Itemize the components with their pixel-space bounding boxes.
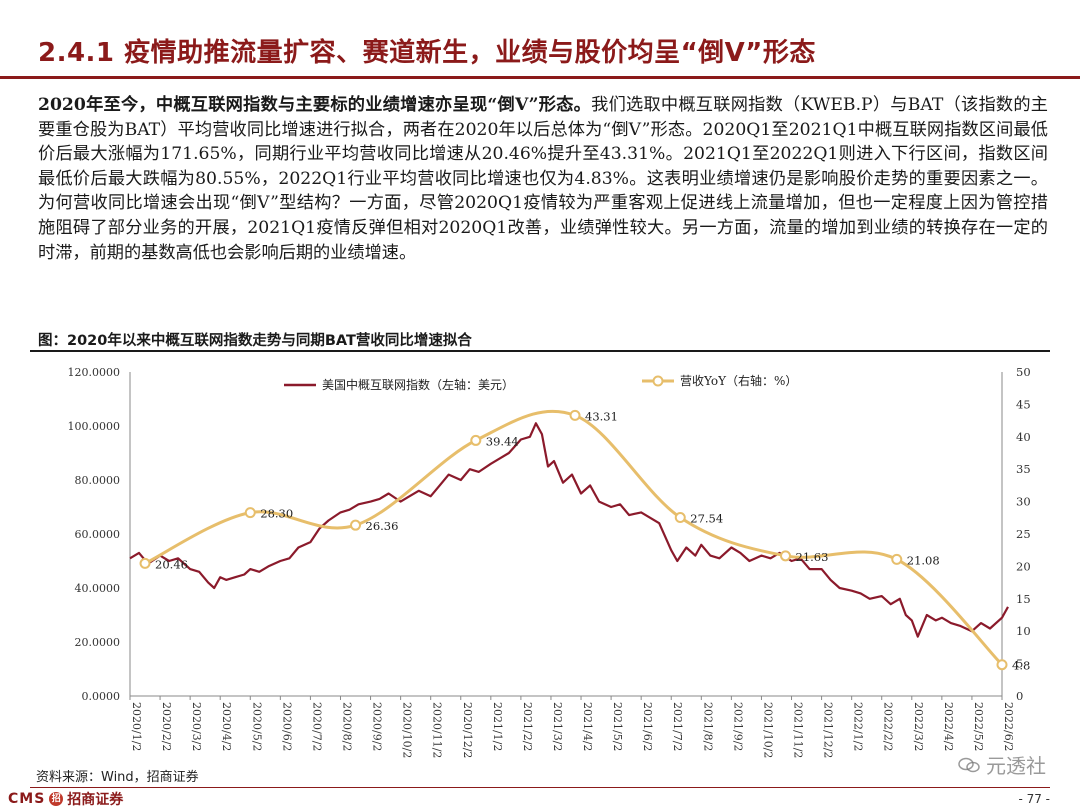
legend-label-kweb: 美国中概互联网指数（左轴：美元） <box>322 377 514 392</box>
revenue-yoy-point <box>569 409 581 421</box>
right-y-tick-label: 35 <box>1016 462 1030 476</box>
x-tick-label: 2022/1/2 <box>852 702 865 751</box>
x-tick-label: 2021/8/2 <box>701 702 714 751</box>
revenue-yoy-point <box>674 512 686 524</box>
revenue-yoy-data-label: 43.31 <box>585 409 618 423</box>
logo-cn-text: 招商证券 <box>67 792 124 808</box>
left-y-tick-label: 80.0000 <box>75 474 121 487</box>
x-tick-label: 2020/8/2 <box>340 702 353 751</box>
right-y-tick-label: 0 <box>1016 689 1023 703</box>
x-tick-label: 2020/9/2 <box>371 702 384 751</box>
right-y-tick-label: 10 <box>1016 624 1030 638</box>
kweb-vs-bat-revenue-chart: 0.0000 20.0000 40.0000 60.0000 80.0000 100.00… <box>68 365 1031 758</box>
x-tick-label: 2021/2/2 <box>521 702 534 751</box>
x-tick-label: 2022/3/2 <box>912 702 925 751</box>
kweb-index-line <box>129 422 1009 638</box>
x-tick-label: 2020/3/2 <box>190 702 203 751</box>
left-y-tick-label: 40.0000 <box>75 582 121 595</box>
x-tick-label: 2021/4/2 <box>581 702 594 751</box>
watermark: 元透社 <box>958 750 1046 779</box>
paragraph-lead: 2020年至今，中概互联网指数与主要标的业绩增速亦呈现“倒V”形态。 <box>38 95 592 115</box>
revenue-yoy-data-label: 27.54 <box>690 512 723 526</box>
revenue-yoy-data-label: 26.36 <box>366 519 399 533</box>
figure-title-divider <box>30 350 1050 352</box>
revenue-yoy-point <box>780 550 792 562</box>
revenue-yoy-data-label: 21.08 <box>907 553 940 567</box>
x-tick-label: 2020/12/2 <box>461 702 474 758</box>
right-y-tick-label: 30 <box>1016 495 1030 509</box>
figure-title: 图：2020年以来中概互联网指数走势与同期BAT营收同比增速拟合 <box>38 333 472 349</box>
right-y-tick-label: 15 <box>1016 592 1030 606</box>
x-tick-label: 2022/6/2 <box>1002 702 1015 751</box>
left-y-tick-label: 60.0000 <box>75 528 121 541</box>
legend-marker-yoy <box>652 375 664 387</box>
x-tick-label: 2021/6/2 <box>641 702 654 751</box>
x-tick-label: 2021/5/2 <box>611 702 624 751</box>
legend-label-yoy: 营收YoY（右轴：%） <box>680 373 797 388</box>
revenue-yoy-data-label: 39.44 <box>486 434 519 448</box>
x-tick-label: 2021/10/2 <box>761 702 774 758</box>
x-tick-label: 2021/7/2 <box>671 702 684 751</box>
x-tick-label: 2020/1/2 <box>130 702 143 751</box>
x-tick-label: 2022/4/2 <box>942 702 955 751</box>
revenue-yoy-point <box>139 557 151 569</box>
paragraph-body: 我们选取中概互联网指数（KWEB.P）与BAT（该指数的主要重仓股为BAT）平均… <box>38 95 1048 263</box>
heading-divider <box>0 76 1080 79</box>
right-y-tick-label: 40 <box>1016 430 1030 444</box>
right-y-tick-label: 5 <box>1016 657 1023 671</box>
revenue-yoy-point <box>996 659 1008 671</box>
left-y-tick-label: 20.0000 <box>75 636 121 649</box>
x-tick-label: 2020/5/2 <box>250 702 263 751</box>
wechat-icon <box>958 757 980 772</box>
x-tick-label: 2020/6/2 <box>280 702 293 751</box>
revenue-yoy-data-label: 28.30 <box>260 507 293 521</box>
revenue-yoy-data-label: 21.63 <box>796 550 829 564</box>
body-paragraph: 2020年至今，中概互联网指数与主要标的业绩增速亦呈现“倒V”形态。我们选取中概… <box>38 93 1048 265</box>
x-tick-label: 2022/5/2 <box>972 702 985 751</box>
x-tick-label: 2021/3/2 <box>551 702 564 751</box>
x-tick-label: 2020/7/2 <box>310 702 323 751</box>
logo-cms-text: CMS <box>8 791 46 807</box>
revenue-yoy-line <box>143 409 1004 667</box>
revenue-yoy-point <box>891 553 903 565</box>
revenue-yoy-point <box>350 519 362 531</box>
logo-mark-icon: 招 <box>49 792 64 806</box>
source-note: 资料来源：Wind，招商证券 <box>36 770 199 785</box>
x-tick-label: 2021/12/2 <box>822 702 835 758</box>
watermark-text: 元透社 <box>986 754 1046 778</box>
section-heading: 2.4.1 疫情助推流量扩容、赛道新生，业绩与股价均呈“倒V”形态 <box>38 38 816 68</box>
right-y-tick-label: 20 <box>1016 559 1030 573</box>
left-y-tick-label: 100.0000 <box>68 420 121 433</box>
x-tick-label: 2021/9/2 <box>731 702 744 751</box>
revenue-yoy-data-label: 4.83 <box>1012 659 1030 673</box>
footer-divider <box>30 787 1050 788</box>
left-y-tick-label: 120.0000 <box>68 366 121 379</box>
x-tick-label: 2021/1/2 <box>491 702 504 751</box>
x-tick-label: 2020/11/2 <box>431 702 444 758</box>
x-tick-label: 2020/10/2 <box>401 702 414 758</box>
revenue-yoy-data-label: 20.46 <box>155 557 188 571</box>
revenue-yoy-point <box>244 507 256 519</box>
left-y-tick-label: 0.0000 <box>82 690 121 703</box>
page-number: - 77 - <box>1018 792 1050 806</box>
right-y-tick-label: 45 <box>1016 397 1030 411</box>
x-tick-label: 2022/2/2 <box>882 702 895 751</box>
x-tick-label: 2020/4/2 <box>220 702 233 751</box>
cms-logo: CMS 招 招商证券 <box>8 789 123 809</box>
x-tick-label: 2020/2/2 <box>160 702 173 751</box>
right-y-tick-label: 50 <box>1016 365 1030 379</box>
revenue-yoy-point <box>470 434 482 446</box>
right-y-tick-label: 25 <box>1016 527 1030 541</box>
x-tick-label: 2021/11/2 <box>792 702 805 758</box>
